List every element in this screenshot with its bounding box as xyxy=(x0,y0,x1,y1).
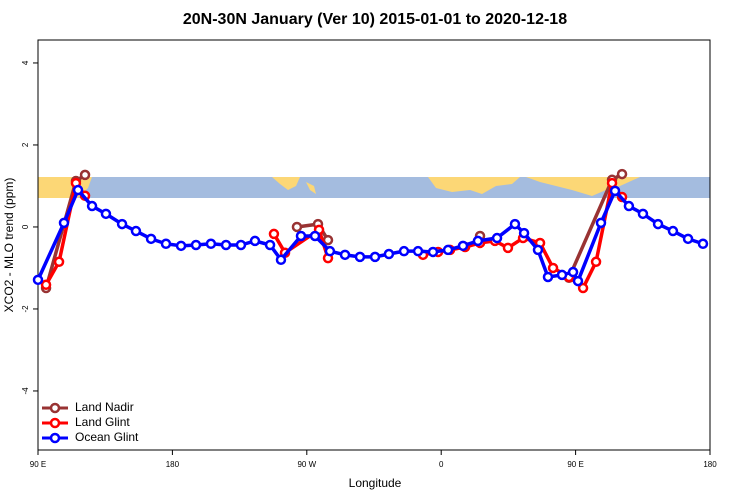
y-tick-label: 0 xyxy=(21,224,30,229)
point xyxy=(40,279,52,291)
point xyxy=(220,239,232,251)
point xyxy=(697,238,709,250)
point xyxy=(595,217,607,229)
point xyxy=(249,235,261,247)
legend-label: Land Nadir xyxy=(75,400,134,414)
x-tick-label: 90 E xyxy=(30,460,46,469)
x-tick-label: 90 E xyxy=(567,460,583,469)
point xyxy=(567,266,579,278)
y-tick-label: -4 xyxy=(21,387,30,395)
point xyxy=(369,251,381,263)
plot-frame xyxy=(37,39,711,451)
point xyxy=(322,234,334,246)
point xyxy=(130,225,142,237)
point xyxy=(502,242,514,254)
point xyxy=(547,262,559,274)
point xyxy=(518,227,530,239)
point xyxy=(572,275,584,287)
point xyxy=(160,238,172,250)
point xyxy=(175,240,187,252)
x-axis-label: Longitude xyxy=(349,476,402,490)
point xyxy=(205,238,217,250)
point xyxy=(491,232,503,244)
series-line xyxy=(44,181,624,290)
legend-swatch xyxy=(49,432,61,444)
point xyxy=(652,218,664,230)
point xyxy=(556,269,568,281)
legend-label: Ocean Glint xyxy=(75,430,139,444)
series-line xyxy=(36,188,704,283)
legend-label: Land Glint xyxy=(75,415,130,429)
point xyxy=(53,256,65,268)
point xyxy=(79,169,91,181)
point xyxy=(309,230,321,242)
point xyxy=(616,168,628,180)
point xyxy=(339,249,351,261)
point xyxy=(590,256,602,268)
point xyxy=(609,185,621,197)
legend-swatch xyxy=(49,417,61,429)
point xyxy=(623,200,635,212)
point xyxy=(190,239,202,251)
point xyxy=(509,218,521,230)
point xyxy=(235,239,247,251)
point xyxy=(412,245,424,257)
legend-swatch xyxy=(49,402,61,414)
point xyxy=(100,208,112,220)
x-tick-label: 180 xyxy=(166,460,180,469)
point xyxy=(295,230,307,242)
x-tick-label: 90 W xyxy=(297,460,316,469)
point xyxy=(264,239,276,251)
point xyxy=(354,251,366,263)
point xyxy=(542,271,554,283)
x-tick-label: 0 xyxy=(439,460,444,469)
point xyxy=(58,217,70,229)
y-tick-label: -2 xyxy=(21,305,30,313)
y-tick-label: 4 xyxy=(21,60,30,65)
point xyxy=(291,221,303,233)
point xyxy=(275,254,287,266)
point xyxy=(383,248,395,260)
point xyxy=(72,184,84,196)
point xyxy=(86,200,98,212)
point xyxy=(427,246,439,258)
point xyxy=(532,244,544,256)
point xyxy=(472,235,484,247)
point xyxy=(145,233,157,245)
point xyxy=(398,245,410,257)
chart-title: 20N-30N January (Ver 10) 2015-01-01 to 2… xyxy=(183,11,567,28)
point xyxy=(116,218,128,230)
point xyxy=(268,228,280,240)
y-axis-label: XCO2 - MLO trend (ppm) xyxy=(2,178,16,313)
point xyxy=(324,245,336,257)
x-tick-label: 180 xyxy=(703,460,717,469)
point xyxy=(577,282,589,294)
point xyxy=(637,208,649,220)
point xyxy=(32,274,44,286)
point xyxy=(442,244,454,256)
y-tick-label: 2 xyxy=(21,142,30,147)
point xyxy=(457,240,469,252)
point xyxy=(682,233,694,245)
point xyxy=(667,225,679,237)
